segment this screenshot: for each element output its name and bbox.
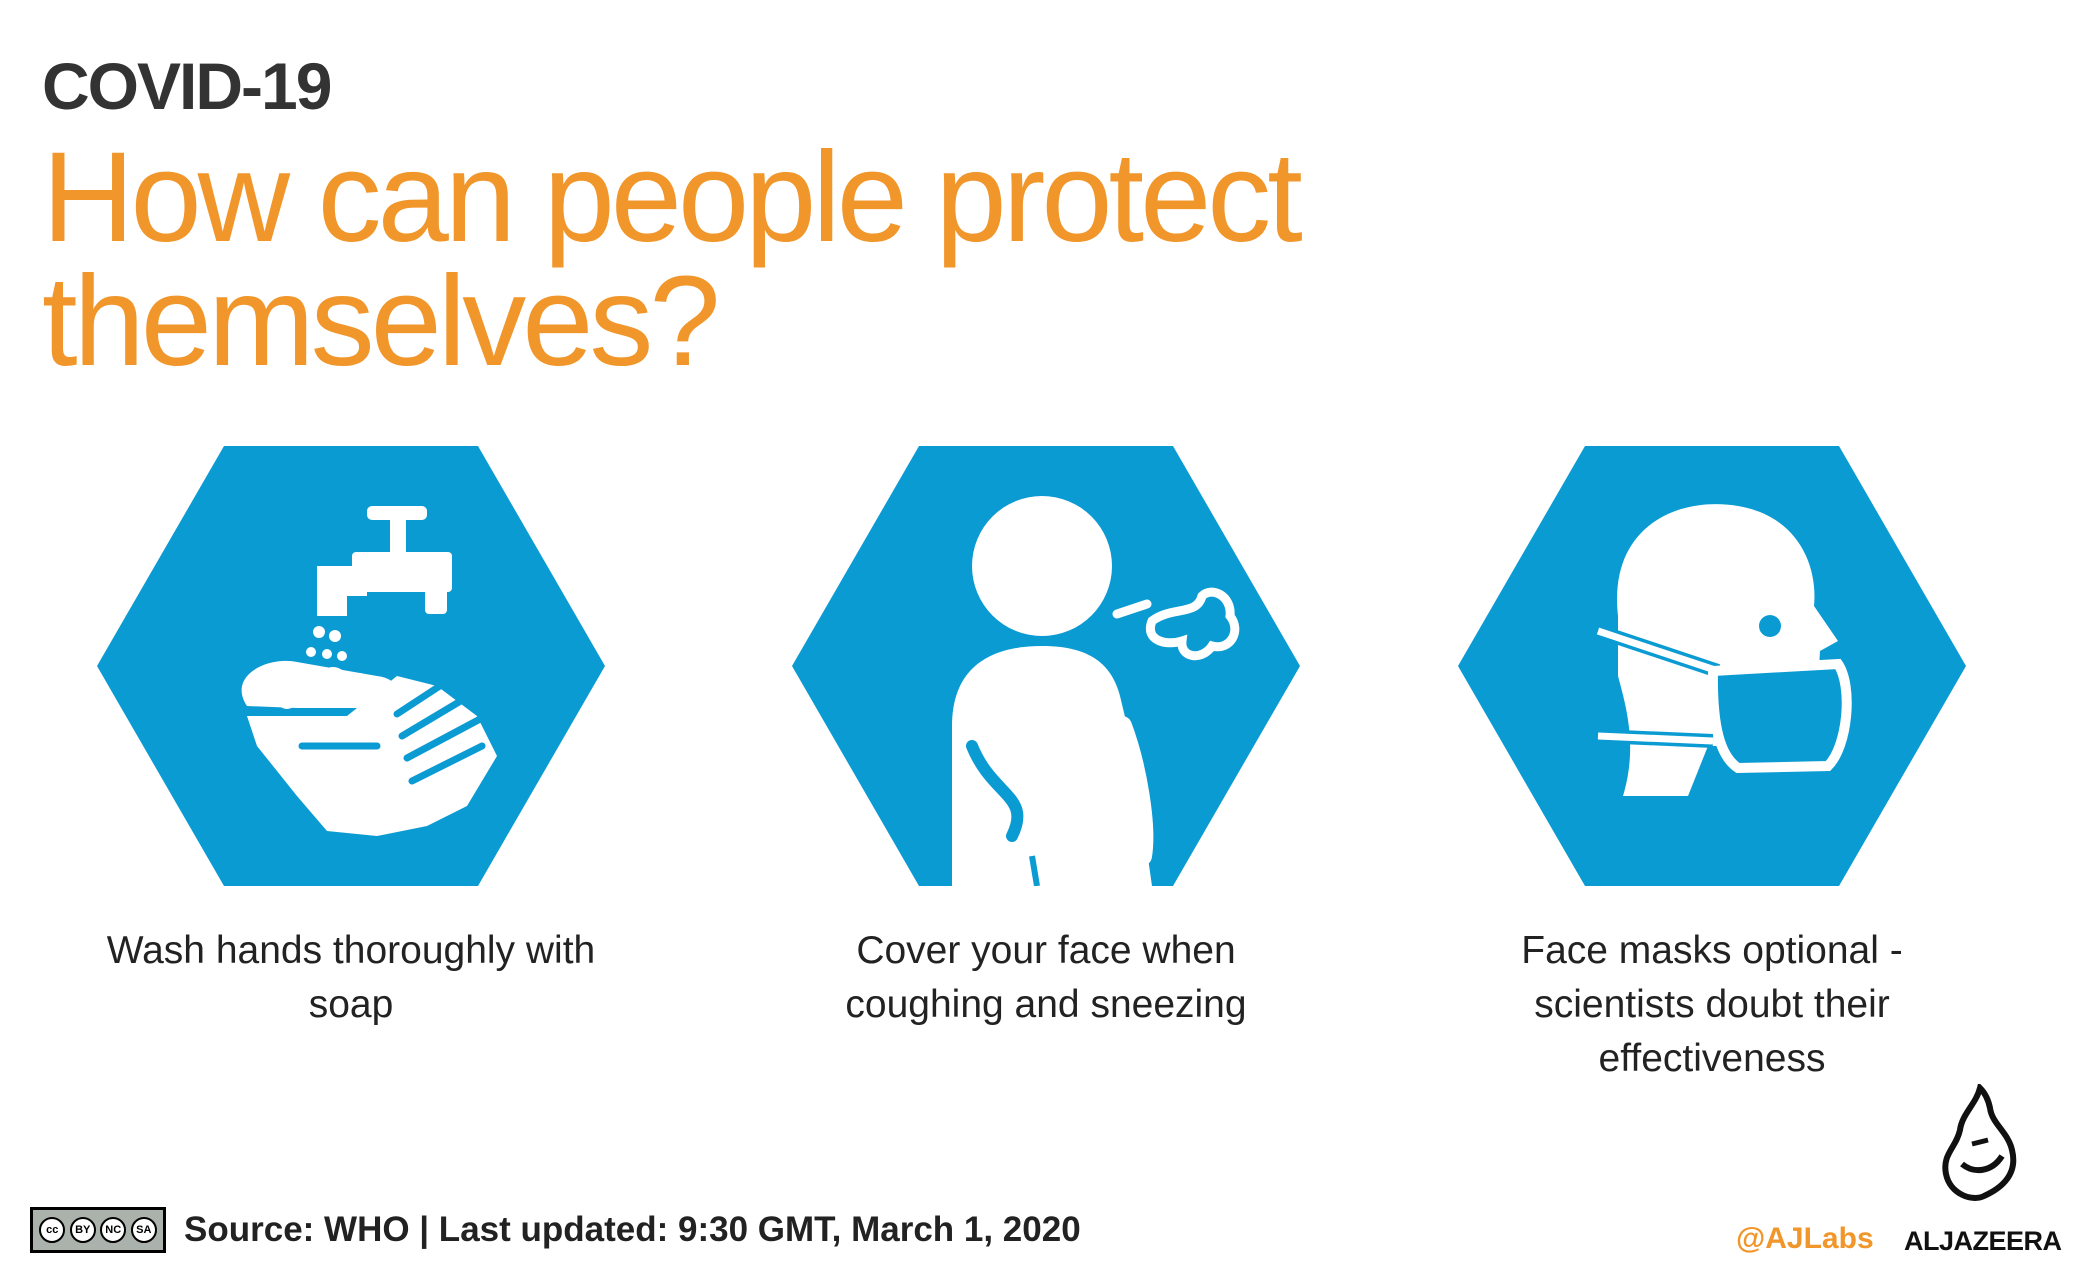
footer: cc BY NC SA Source: WHO | Last updated: …	[30, 1200, 1081, 1260]
hexagon-badge	[97, 446, 605, 886]
source-line: Source: WHO | Last updated: 9:30 GMT, Ma…	[184, 1210, 1081, 1249]
page-title: How can people protect themselves?	[42, 126, 1303, 393]
handwash-icon	[241, 506, 497, 836]
card-caption: Cover your face when coughing and sneezi…	[845, 929, 1247, 1026]
cc-by-nc-sa-icon: cc BY NC SA	[30, 1207, 166, 1253]
twitter-handle: @AJLabs	[1736, 1222, 1874, 1255]
aljazeera-logo-icon	[1942, 1084, 2017, 1201]
hexagon-badge	[792, 446, 1300, 886]
cough-icon	[952, 496, 1240, 886]
kicker-title: COVID-19	[42, 49, 332, 123]
card-caption: Wash hands thoroughly with soap	[106, 929, 596, 1026]
card-face-mask: Face masks optional - scientists doubt t…	[1458, 446, 1966, 1086]
face-mask-icon	[1595, 504, 1852, 796]
card-cover-face: Cover your face when coughing and sneezi…	[792, 446, 1300, 1032]
card-caption: Face masks optional - scientists doubt t…	[1521, 929, 1903, 1080]
card-wash-hands: Wash hands thoroughly with soap	[97, 446, 605, 1032]
hexagon-badge	[1458, 446, 1966, 886]
brand-wordmark: ALJAZEERA	[1904, 1226, 2062, 1256]
